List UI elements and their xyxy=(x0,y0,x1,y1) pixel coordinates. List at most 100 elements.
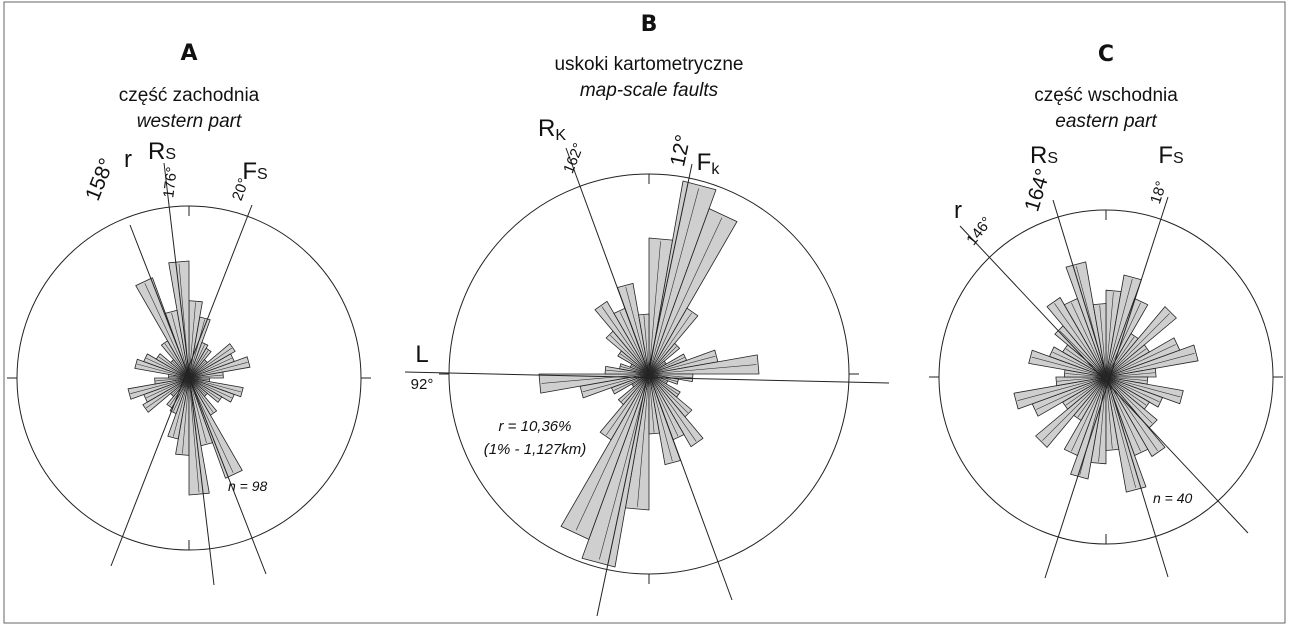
panel-c-label-fs: FS xyxy=(1158,142,1183,169)
panel-b-spoke-7-a xyxy=(648,355,716,375)
panel-c-spoke-4-b xyxy=(1042,376,1107,441)
panel-b-spoke-1-a xyxy=(648,188,699,375)
panel-a-petal-17-a xyxy=(188,377,210,496)
panel-a-spoke-2-a xyxy=(188,344,205,379)
panel-a-spoke-11-a xyxy=(188,377,232,399)
panel-b-petal-2-a xyxy=(648,208,738,375)
panel-c-spoke-3-a xyxy=(1105,336,1135,378)
panel-c-line-r xyxy=(959,225,1249,534)
panel-a-angle-20: 20° xyxy=(229,176,253,203)
panel-b-spoke-8-b xyxy=(541,373,650,384)
panel-a-line-rs xyxy=(163,162,215,586)
panel-b-line-rk xyxy=(565,147,733,601)
panel-b-spoke-14-a xyxy=(648,373,697,442)
panel-a-letter: A xyxy=(180,41,197,66)
panel-a-angle-176: 176° xyxy=(160,166,181,199)
panel-b-spoke-4-a xyxy=(648,346,677,375)
panel-b-line-l xyxy=(404,371,890,384)
panel-c-label-rs: RS xyxy=(1030,142,1058,169)
panel-a-spoke-12-a xyxy=(188,377,220,400)
panel-c-spoke-13-a xyxy=(1105,376,1153,424)
panel-c-spoke-3-b xyxy=(1077,376,1107,418)
panel-b-spoke-17-a xyxy=(648,373,655,433)
panel-c-angle-18: 18° xyxy=(1147,179,1170,206)
panel-a-spoke-17-a xyxy=(188,377,200,493)
panel-b-angle-162: 162° xyxy=(560,141,587,176)
panel-b-label-rk: RK xyxy=(538,115,566,144)
panel-a-spoke-16-b xyxy=(171,312,190,379)
panel-a-rose: A część zachodnia western part r RS FS 1… xyxy=(7,41,371,586)
panel-c-spoke-17-a xyxy=(1105,376,1113,449)
panel-a-line-r xyxy=(129,224,267,575)
panel-a-spoke-12-b xyxy=(158,356,190,379)
panel-c-spoke-10-a xyxy=(1105,376,1181,398)
panel-b-label-fk: Fk xyxy=(697,149,721,178)
panel-c-label-r: r xyxy=(954,197,962,224)
panel-b-spoke-17-b xyxy=(643,315,650,375)
panel-c-spoke-15-b xyxy=(1071,302,1107,378)
panel-c-spoke-7-b xyxy=(1017,376,1107,401)
panel-c-spoke-11-a xyxy=(1105,376,1160,403)
panel-c-petal-17-b xyxy=(1092,303,1107,378)
panel-c-spoke-5-a xyxy=(1105,348,1147,378)
panel-a-direction-lines xyxy=(110,162,267,586)
panel-b-label-l: L xyxy=(415,341,428,368)
panel-b-spoke-12-b xyxy=(619,353,650,375)
panel-b-spoke-13-b xyxy=(609,334,650,375)
panel-b-spoke-0-b xyxy=(637,373,650,507)
panel-b-spoke-15-b xyxy=(619,311,650,375)
panel-b-spoke-3-b xyxy=(606,373,650,436)
panel-c-spoke-0-b xyxy=(1098,376,1107,462)
panel-a-spoke-0-b xyxy=(182,377,190,454)
panel-b-spoke-10-b xyxy=(620,366,650,375)
panel-b-spoke-8-a xyxy=(648,364,757,375)
panel-c-spoke-7-a xyxy=(1105,353,1195,378)
panel-c-spoke-1-a xyxy=(1105,278,1133,378)
panel-a-spoke-15-b xyxy=(144,283,190,379)
panel-c-spoke-17-b xyxy=(1099,305,1107,378)
panel-c-spoke-6-b xyxy=(1036,376,1107,410)
panel-c-n-label: n = 40 xyxy=(1153,490,1193,506)
panel-b-angle-12: 12° xyxy=(666,133,695,169)
panel-a-spoke-6-a xyxy=(188,357,232,379)
panel-b-spoke-2-a xyxy=(648,217,723,375)
panel-a-petals xyxy=(127,260,251,496)
panel-b-spoke-4-b xyxy=(621,373,650,402)
panel-a-spoke-5-b xyxy=(146,377,190,409)
panel-c-letter: C xyxy=(1098,42,1114,67)
panel-c-spoke-1-b xyxy=(1079,376,1107,476)
panel-a-label-fs: FS xyxy=(242,158,267,185)
panel-a-label-r: r xyxy=(124,146,132,173)
panel-c-spoke-14-b xyxy=(1054,303,1107,378)
panel-a-spoke-7-a xyxy=(188,362,248,379)
panel-a-label-rs: RS xyxy=(148,138,176,165)
panel-c-line-fs xyxy=(1044,196,1169,579)
panel-c-spoke-10-b xyxy=(1031,356,1107,378)
panel-a-angle-158: 158° xyxy=(81,155,119,204)
panel-b-angle-92: 92° xyxy=(411,376,434,393)
panel-a-n-label: n = 98 xyxy=(228,478,268,494)
panel-c-spoke-6-a xyxy=(1105,344,1176,378)
panel-a-petal-17-b xyxy=(168,260,190,379)
panel-a-line-fs xyxy=(110,204,253,567)
panel-b-spoke-2-b xyxy=(575,373,650,531)
panel-a-spoke-1-a xyxy=(188,319,205,379)
panel-b-rose: B uskoki kartometryczne map-scale faults… xyxy=(404,12,890,617)
panel-c-petal-17-a xyxy=(1105,376,1120,451)
panel-a-spoke-0-a xyxy=(188,302,196,379)
panel-a-spoke-8-a xyxy=(188,374,223,379)
panel-c-rose: C część wschodnia eastern part r RS FS 1… xyxy=(929,42,1283,579)
panel-c-spoke-14-a xyxy=(1105,376,1158,451)
panel-b-title-en: map-scale faults xyxy=(580,80,719,101)
panel-b-spoke-6-a xyxy=(648,357,685,375)
panel-a-title-pl: część zachodnia xyxy=(119,85,260,106)
panel-a-title-en: western part xyxy=(137,111,242,132)
panel-b-petal-2-b xyxy=(560,373,650,540)
panel-b-spoke-16-b xyxy=(625,286,650,375)
panel-b-petal-17-a xyxy=(648,373,660,435)
panel-a-spoke-3-a xyxy=(188,350,209,379)
panel-a-spoke-14-b xyxy=(164,343,190,379)
panel-c-spoke-2-b xyxy=(1071,376,1107,452)
panel-a-spoke-14-a xyxy=(188,377,214,413)
